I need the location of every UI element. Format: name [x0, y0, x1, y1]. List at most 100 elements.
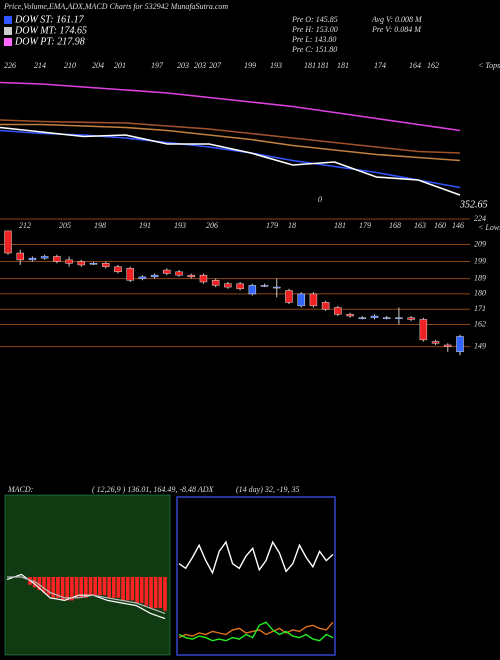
low-label: 198 — [94, 221, 106, 230]
top-label: 203 — [177, 61, 189, 70]
histogram-bar — [46, 577, 51, 596]
tops-label: < Tops — [478, 61, 500, 70]
candle-body — [358, 317, 367, 319]
candle-body — [407, 317, 415, 320]
histogram-bar — [125, 577, 130, 601]
candle-body — [163, 269, 171, 274]
top-label: 174 — [374, 61, 386, 70]
lows-label: < Lows — [478, 223, 500, 232]
annotation: 352.65 — [459, 199, 488, 210]
top-label: 181 — [317, 61, 329, 70]
stat-label: Pre C: 151.80 — [291, 45, 337, 54]
top-label: 164 — [409, 61, 421, 70]
stat-label: Pre V: 0.084 M — [371, 25, 422, 34]
stat-label: Pre L: 143.80 — [291, 35, 336, 44]
histogram-bar — [88, 577, 93, 596]
stat-label: Pre H: 153.00 — [291, 25, 338, 34]
low-label: 163 — [414, 221, 426, 230]
histogram-bar — [93, 577, 97, 596]
top-label: 210 — [64, 61, 76, 70]
candle-body — [150, 274, 159, 278]
candle-body — [273, 286, 281, 289]
y-tick-label: 171 — [474, 304, 486, 313]
histogram-bar — [130, 577, 135, 601]
histogram-bar — [84, 577, 88, 598]
histogram-bar — [149, 577, 153, 609]
histogram-bar — [153, 577, 158, 609]
top-label: 226 — [4, 61, 16, 70]
top-label: 193 — [270, 61, 282, 70]
low-label: 179 — [266, 221, 278, 230]
histogram-bar — [121, 577, 125, 601]
legend-label: DOW PT: 217.98 — [14, 36, 85, 47]
histogram-bar — [107, 577, 111, 598]
top-label: 204 — [92, 61, 104, 70]
legend-swatch — [4, 38, 12, 46]
annotation: 0 — [318, 195, 322, 204]
top-label: 181 — [304, 61, 316, 70]
histogram-bar — [102, 577, 107, 596]
histogram-bar — [42, 577, 46, 593]
histogram-bar — [65, 577, 70, 601]
low-label: 212 — [19, 221, 31, 230]
candle-body — [370, 315, 379, 318]
candle-body — [40, 256, 49, 259]
low-label: 18 — [288, 221, 296, 230]
chart-title: Price,Volume,EMA,ADX,MACD Charts for 532… — [3, 2, 228, 11]
candle-body — [260, 285, 269, 287]
candle-body — [4, 230, 12, 254]
candle-body — [431, 341, 440, 344]
series-line — [0, 129, 461, 189]
candle-body — [126, 268, 134, 281]
candle-body — [248, 285, 257, 295]
histogram-bar — [60, 577, 65, 601]
macd-title: MACD: — [7, 485, 34, 494]
histogram-bar — [139, 577, 144, 603]
candle-body — [89, 263, 98, 265]
candle-body — [236, 283, 244, 290]
candle-body — [16, 252, 24, 261]
histogram-bar — [98, 577, 102, 596]
series-line — [0, 81, 461, 132]
candle-body — [199, 274, 208, 283]
histogram-bar — [74, 577, 79, 598]
histogram-bar — [37, 577, 42, 590]
series-line — [0, 119, 461, 154]
histogram-bar — [56, 577, 60, 598]
low-label: 168 — [389, 221, 401, 230]
candle-body — [285, 290, 293, 303]
legend-label: DOW MT: 174.65 — [14, 25, 87, 36]
top-label: 197 — [151, 61, 164, 70]
candle-body — [28, 257, 37, 261]
y-tick-label: 224 — [474, 214, 486, 223]
candle-body — [456, 336, 464, 353]
histogram-bar — [51, 577, 56, 598]
low-label: 179 — [359, 221, 371, 230]
low-label: 181 — [334, 221, 346, 230]
macd-panel — [4, 494, 171, 656]
candle-body — [65, 259, 73, 264]
candle-body — [101, 263, 110, 267]
top-label: 181 — [337, 61, 349, 70]
candle-body — [224, 283, 232, 288]
series-line — [178, 621, 334, 642]
low-label: 206 — [206, 221, 218, 230]
legend-swatch — [4, 27, 12, 35]
candle-body — [382, 317, 391, 319]
adx-panel — [176, 496, 336, 656]
candle-body — [444, 344, 452, 347]
candle-body — [53, 256, 61, 262]
candle-body — [334, 307, 342, 315]
histogram-bar — [135, 577, 139, 603]
series-line — [178, 540, 334, 575]
series-line — [0, 126, 461, 196]
histogram-bar — [116, 577, 121, 598]
top-label: 162 — [427, 61, 439, 70]
low-label: 205 — [59, 221, 71, 230]
histogram-bar — [79, 577, 84, 598]
top-label: 201 — [114, 61, 126, 70]
series-line — [7, 576, 166, 614]
candle-body — [395, 317, 403, 319]
